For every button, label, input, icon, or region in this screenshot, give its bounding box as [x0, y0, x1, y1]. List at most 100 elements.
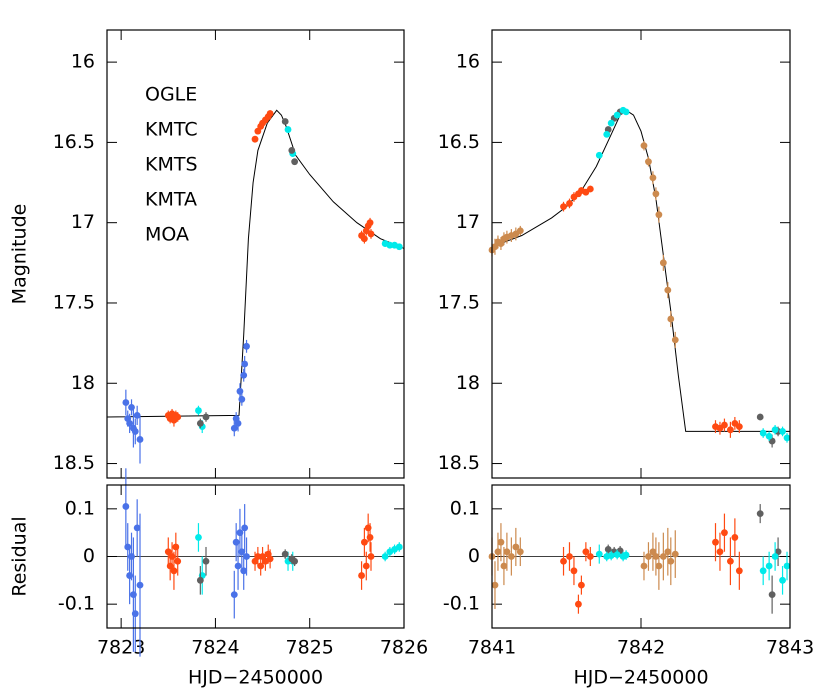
- x-tick-label: 7843: [766, 637, 814, 659]
- data-point: [649, 174, 657, 182]
- data-point: [664, 548, 672, 556]
- data-point: [381, 553, 389, 560]
- data-point: [595, 151, 603, 159]
- data-point: [603, 130, 611, 138]
- data-point: [783, 434, 791, 442]
- data-point: [238, 395, 246, 403]
- data-point: [291, 158, 299, 166]
- data-point: [607, 552, 615, 559]
- data-point: [195, 407, 202, 414]
- data-point: [771, 426, 779, 434]
- data-point: [241, 524, 249, 532]
- y-tick-label: 17.5: [53, 291, 95, 313]
- data-point: [756, 413, 764, 421]
- y-tick-label: 16.5: [438, 131, 480, 153]
- data-point: [174, 413, 182, 421]
- data-point: [759, 429, 767, 437]
- data-point: [174, 557, 182, 565]
- data-point: [395, 243, 403, 251]
- data-point: [671, 336, 679, 344]
- data-point: [560, 203, 567, 211]
- data-point: [735, 567, 743, 575]
- data-point: [241, 360, 249, 368]
- data-point: [202, 413, 210, 421]
- x-axis-label: HJD−2450000: [573, 667, 708, 689]
- data-point: [582, 548, 590, 556]
- data-point: [230, 424, 238, 432]
- data-point: [136, 581, 144, 589]
- y-tick-label: 18: [456, 372, 480, 394]
- data-point: [358, 572, 365, 579]
- data-point: [494, 548, 502, 556]
- y-tick-label: 0: [83, 545, 95, 567]
- data-point: [727, 557, 734, 565]
- y-tick-label: 17: [456, 211, 480, 233]
- data-point: [196, 576, 204, 584]
- data-point: [664, 286, 672, 294]
- data-point: [667, 315, 675, 323]
- data-point: [170, 567, 178, 575]
- panel: 16 16.5 17 17.5 18 18.5: [438, 29, 791, 479]
- data-point: [284, 126, 292, 133]
- x-tick-label: 7825: [286, 637, 334, 659]
- legend-entry: MOA: [145, 224, 189, 246]
- data-point: [622, 551, 630, 559]
- legend-entry: KMTA: [145, 189, 197, 211]
- data-point: [645, 158, 652, 166]
- data-point: [578, 581, 585, 589]
- data-point: [783, 562, 791, 570]
- data-point: [735, 423, 743, 431]
- frame: [491, 484, 791, 629]
- data-point: [133, 411, 141, 419]
- data-point: [712, 538, 719, 546]
- data-point: [196, 420, 204, 427]
- data-point: [516, 548, 524, 556]
- data-point: [560, 557, 567, 565]
- y-tick-label: 17.5: [438, 291, 480, 313]
- data-point: [613, 551, 621, 558]
- legend-entry: KMTC: [145, 119, 198, 141]
- data-point: [361, 538, 368, 546]
- data-point: [362, 562, 370, 570]
- data-point: [727, 426, 734, 434]
- x-tick-label: 7826: [380, 637, 428, 659]
- data-point: [721, 529, 728, 537]
- panel: 0.1 0 -0.1 7841 7842 7843 HJD−2450000: [443, 484, 814, 689]
- data-point: [122, 399, 130, 406]
- model-curve: [106, 109, 405, 418]
- data-point: [367, 553, 375, 560]
- y-axis-label: Residual: [9, 516, 31, 596]
- data-point: [122, 503, 130, 510]
- data-point: [266, 555, 274, 563]
- y-tick-label: 16.5: [53, 131, 95, 153]
- data-point: [771, 553, 779, 560]
- data-point: [281, 550, 289, 558]
- y-axis-label: Magnitude: [9, 204, 31, 305]
- y-tick-label: 17: [71, 211, 95, 233]
- panel: 16 16.5 17 17.5 18 18.5 Magnitude OGLE KMTC KMTS K…: [9, 29, 405, 479]
- x-tick-label: 7841: [468, 637, 516, 659]
- data-point: [202, 557, 210, 565]
- x-tick-label: 7824: [191, 637, 239, 659]
- data-point: [133, 524, 141, 532]
- data-point: [243, 553, 250, 560]
- data-point: [503, 548, 511, 556]
- data-point: [131, 428, 139, 435]
- data-point: [652, 190, 660, 198]
- data-point: [586, 185, 594, 193]
- y-tick-label: 0: [468, 545, 480, 567]
- data-point: [240, 567, 248, 575]
- legend-entry: OGLE: [145, 84, 197, 106]
- data-point: [367, 230, 375, 238]
- legend-entry: KMTS: [145, 154, 198, 176]
- data-point: [366, 219, 374, 227]
- data-point: [497, 538, 505, 546]
- data-point: [575, 600, 582, 608]
- data-point: [240, 371, 248, 379]
- frame: [106, 29, 405, 479]
- data-point: [622, 108, 630, 116]
- data-point: [507, 553, 515, 560]
- data-point: [655, 211, 663, 219]
- data-point: [768, 591, 776, 599]
